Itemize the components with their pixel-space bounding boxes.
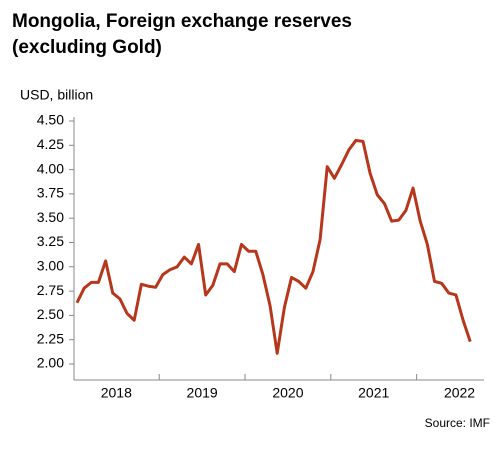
y-tick-label: 4.25 — [37, 136, 64, 152]
y-tick-label: 2.00 — [37, 355, 64, 371]
y-tick-label: 4.00 — [37, 160, 64, 176]
x-tick-label: 2021 — [358, 385, 389, 401]
chart-title: (excluding Gold) — [12, 37, 162, 58]
data-line — [75, 138, 472, 355]
chart-title: Mongolia, Foreign exchange reserves — [12, 11, 352, 32]
x-tick-label: 2020 — [272, 385, 303, 401]
y-tick-label: 3.25 — [37, 233, 64, 249]
y-tick-label: 3.75 — [37, 185, 64, 201]
y-tick-label: 2.50 — [37, 306, 64, 322]
x-tick-label: 2019 — [187, 385, 218, 401]
x-tick-label: 2018 — [101, 385, 132, 401]
x-tick-label: 2022 — [444, 385, 475, 401]
source: Source: IMF — [425, 416, 490, 430]
y-tick-label: 3.00 — [37, 258, 64, 274]
y-tick-label: 2.25 — [37, 330, 64, 346]
y-axis-label: USD, billion — [20, 87, 93, 103]
y-tick-label: 4.50 — [37, 112, 64, 128]
y-tick-label: 2.75 — [37, 282, 64, 298]
y-tick-label: 3.50 — [37, 209, 64, 225]
